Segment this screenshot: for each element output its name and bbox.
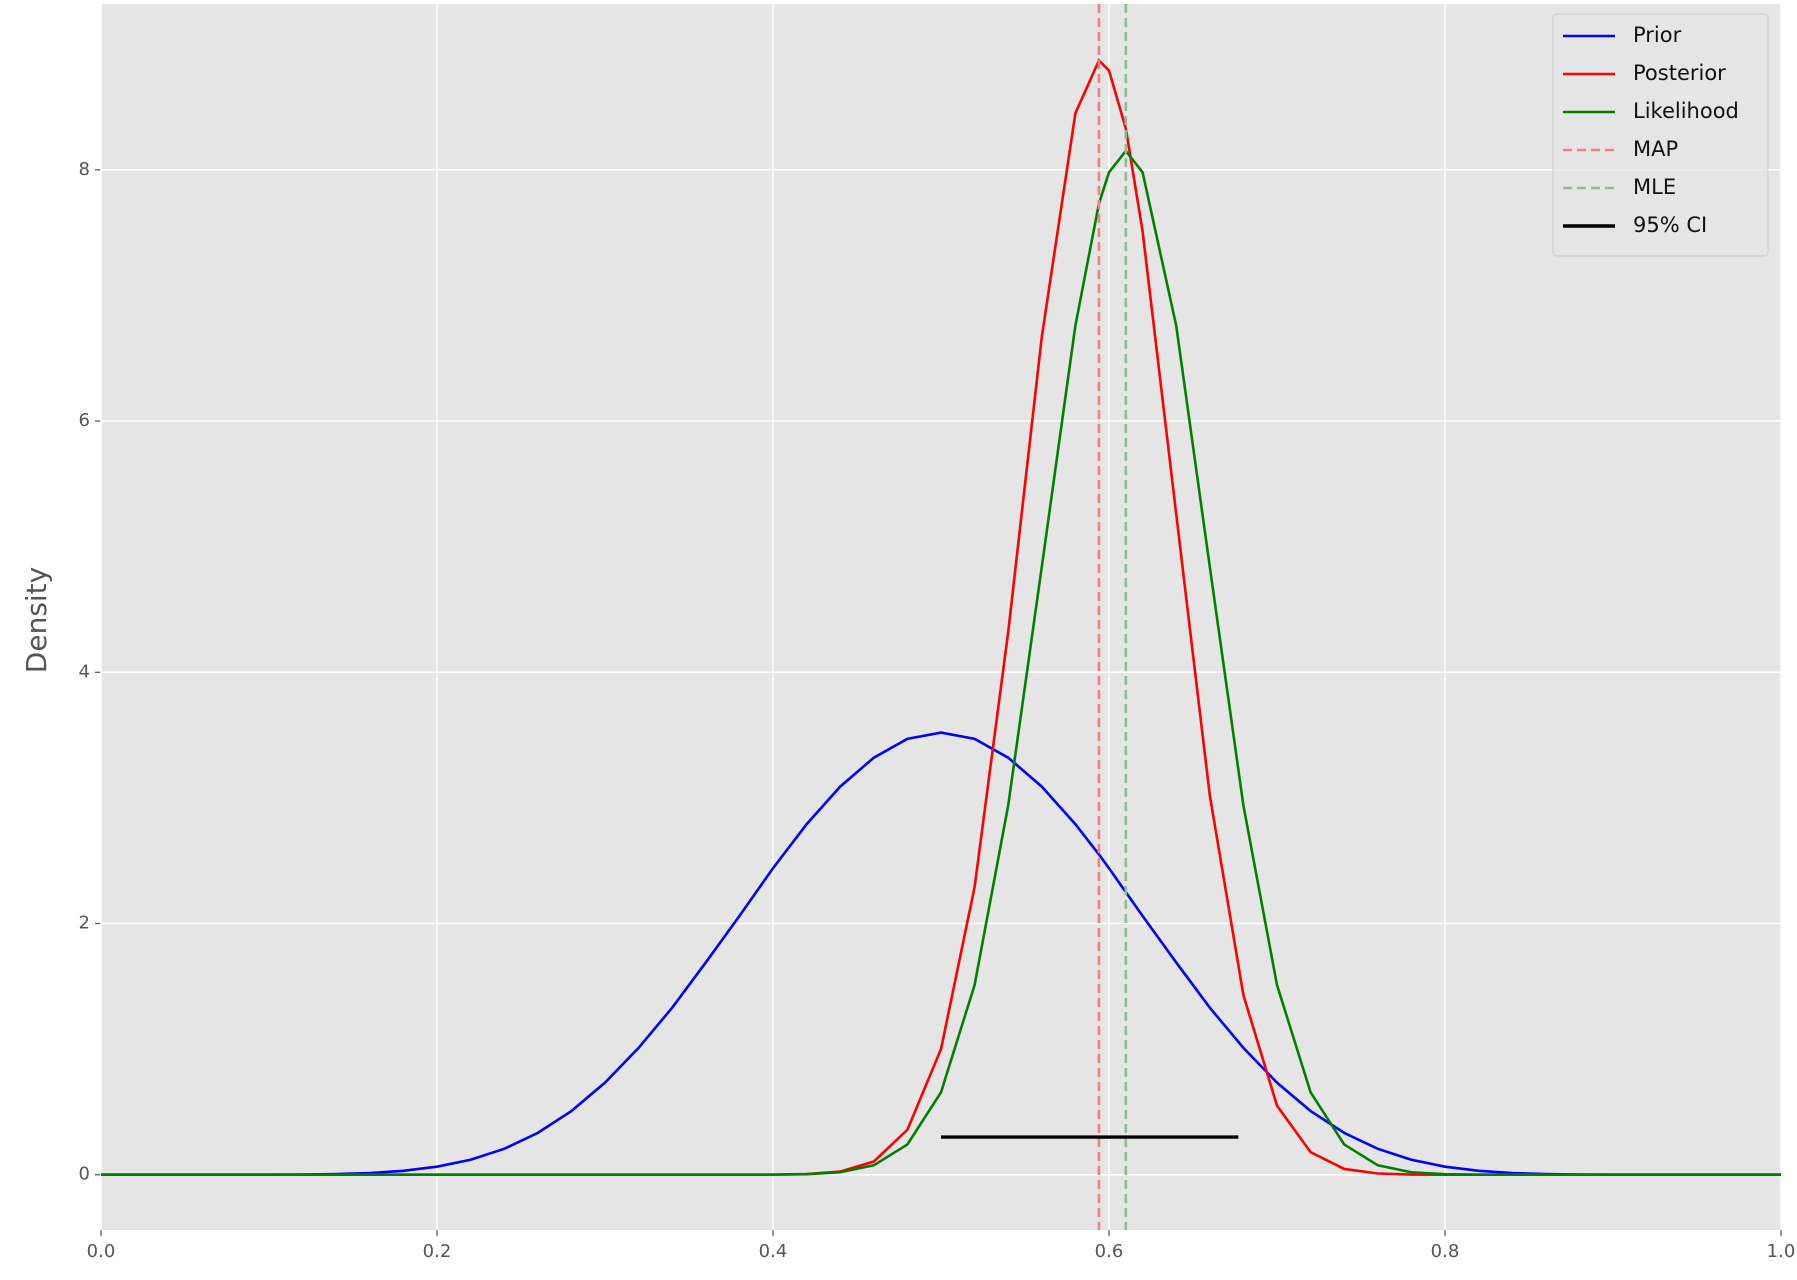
y-tick-label: 0 — [79, 1164, 90, 1185]
legend-label: MLE — [1633, 175, 1676, 199]
x-tick-label: 0.2 — [423, 1241, 452, 1262]
y-tick-label: 4 — [79, 661, 90, 682]
legend-label: Posterior — [1633, 61, 1726, 85]
legend-label: MAP — [1633, 137, 1678, 161]
plot-background — [101, 4, 1781, 1230]
x-tick-label: 0.6 — [1095, 1241, 1124, 1262]
x-tick-label: 0.8 — [1431, 1241, 1460, 1262]
x-tick-label: 0.4 — [759, 1241, 788, 1262]
y-axis-label: Density — [20, 567, 53, 673]
series-line — [101, 731, 1781, 1177]
legend-label: 95% CI — [1633, 213, 1707, 237]
y-tick-label: 2 — [79, 913, 90, 934]
plot-area — [101, 4, 1781, 1230]
legend-label: Likelihood — [1633, 99, 1739, 123]
x-tick-label: 1.0 — [1767, 1241, 1796, 1262]
legend-label: Prior — [1633, 23, 1682, 47]
x-tick-label: 0.0 — [87, 1241, 116, 1262]
series-line — [101, 148, 1781, 1177]
y-tick-label: 6 — [79, 410, 90, 431]
y-tick-label: 8 — [79, 159, 90, 180]
